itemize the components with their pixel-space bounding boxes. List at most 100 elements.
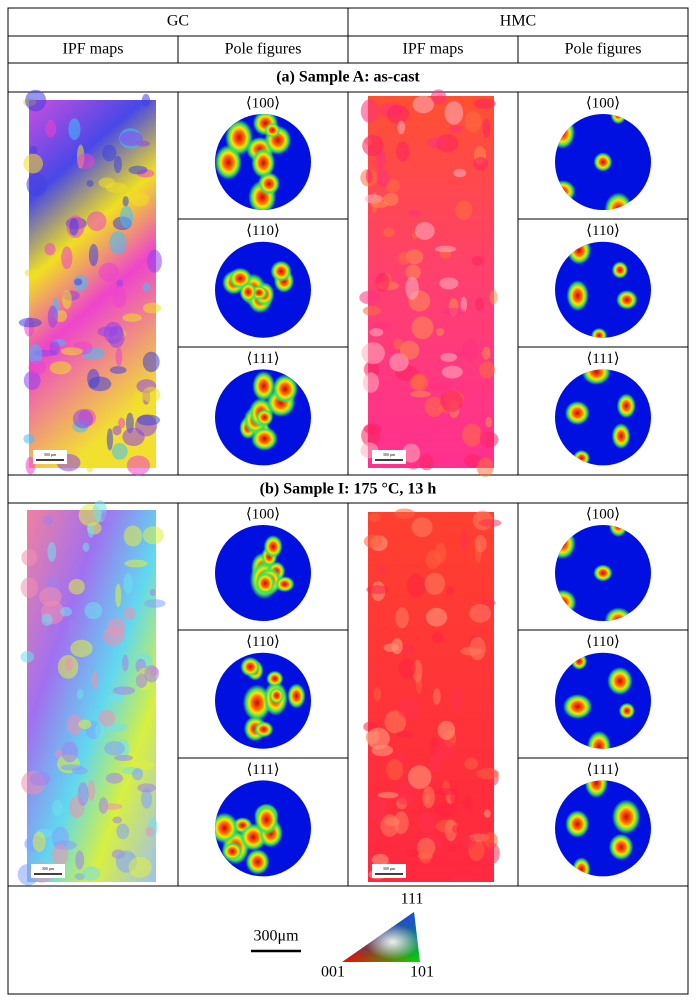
grain <box>112 425 122 436</box>
grain <box>442 307 466 315</box>
grain <box>60 606 72 617</box>
grain <box>428 753 443 773</box>
grain <box>444 101 464 125</box>
grain <box>130 192 150 207</box>
grain <box>61 741 79 763</box>
pole-figure-label: ⟨110⟩ <box>246 223 280 239</box>
pole-figure-intensity <box>215 803 284 875</box>
grain <box>405 249 424 265</box>
grain <box>414 221 435 240</box>
grain <box>102 803 123 810</box>
intensity-blob <box>272 374 299 404</box>
intensity-blob <box>611 261 629 279</box>
grain <box>430 89 447 105</box>
grain <box>136 414 161 426</box>
grain <box>113 155 122 174</box>
grain <box>419 454 434 471</box>
pole-figure-label: ⟨111⟩ <box>246 762 279 778</box>
grain <box>454 685 462 696</box>
intensity-blob <box>555 116 576 150</box>
column-header: Pole figures <box>565 41 642 58</box>
column-header: Pole figures <box>225 41 302 58</box>
grain <box>20 651 35 663</box>
grain <box>82 866 101 881</box>
grain <box>107 617 126 637</box>
intensity-blob <box>257 172 281 196</box>
grain <box>97 709 116 727</box>
intensity-blob <box>251 147 276 179</box>
grain <box>23 433 35 444</box>
grain <box>76 153 95 169</box>
scale-bar-label: 300 µm <box>383 866 396 871</box>
intensity-blob <box>252 370 276 402</box>
intensity-blob <box>251 426 278 451</box>
grain <box>406 573 426 598</box>
intensity-blob <box>555 589 577 616</box>
grain <box>126 455 150 476</box>
grain <box>82 542 90 552</box>
grain <box>361 342 385 365</box>
grain <box>440 352 457 362</box>
grain <box>144 599 166 608</box>
grain <box>453 168 467 178</box>
section-title: (a) Sample A: as-cast <box>276 69 420 86</box>
grain <box>68 118 81 141</box>
grain <box>124 559 148 568</box>
intensity-blob <box>564 400 590 426</box>
grain <box>427 137 445 149</box>
grain <box>441 365 463 379</box>
intensity-blob <box>567 241 592 265</box>
intensity-blob <box>586 730 612 749</box>
grain <box>365 169 373 184</box>
grain <box>105 723 128 732</box>
grain <box>479 361 496 379</box>
grain <box>386 104 410 124</box>
grain <box>377 791 399 799</box>
grain <box>135 673 148 688</box>
grain <box>118 417 126 429</box>
grain <box>395 607 409 629</box>
grain <box>370 200 389 208</box>
grain <box>366 727 390 750</box>
ipf-map: 300 µm <box>18 89 162 476</box>
grain <box>462 795 473 812</box>
pole-figure-intensity <box>239 370 299 451</box>
grain <box>407 765 432 790</box>
ipf-map: 300 µm <box>363 508 502 882</box>
intensity-blob <box>215 812 239 844</box>
grain <box>87 780 96 801</box>
ipf-map: 300 µm <box>17 500 166 886</box>
grain <box>445 586 455 595</box>
grain <box>475 297 485 311</box>
grain <box>363 423 381 434</box>
grain <box>412 374 425 390</box>
grain <box>469 603 492 623</box>
grain <box>41 613 53 626</box>
grain <box>128 856 152 878</box>
intensity-blob <box>572 449 591 466</box>
intensity-blob <box>616 289 638 310</box>
intensity-blob <box>263 534 283 559</box>
grain <box>47 541 57 562</box>
grain <box>452 824 460 833</box>
grain <box>87 523 95 538</box>
grain <box>444 819 458 842</box>
grain <box>109 231 127 255</box>
grain <box>405 264 421 280</box>
intensity-blob <box>566 280 589 312</box>
grain <box>426 607 448 627</box>
grain <box>418 811 436 833</box>
grain <box>359 290 381 305</box>
intensity-blob <box>254 571 276 596</box>
grain <box>122 313 142 322</box>
grain <box>489 290 498 305</box>
grain <box>104 741 126 756</box>
grain <box>478 519 502 527</box>
grain <box>462 338 479 362</box>
table-borders <box>7 7 689 995</box>
grain <box>391 638 403 655</box>
group-header: GC <box>167 13 189 30</box>
grain <box>29 772 51 786</box>
grain <box>471 255 484 266</box>
